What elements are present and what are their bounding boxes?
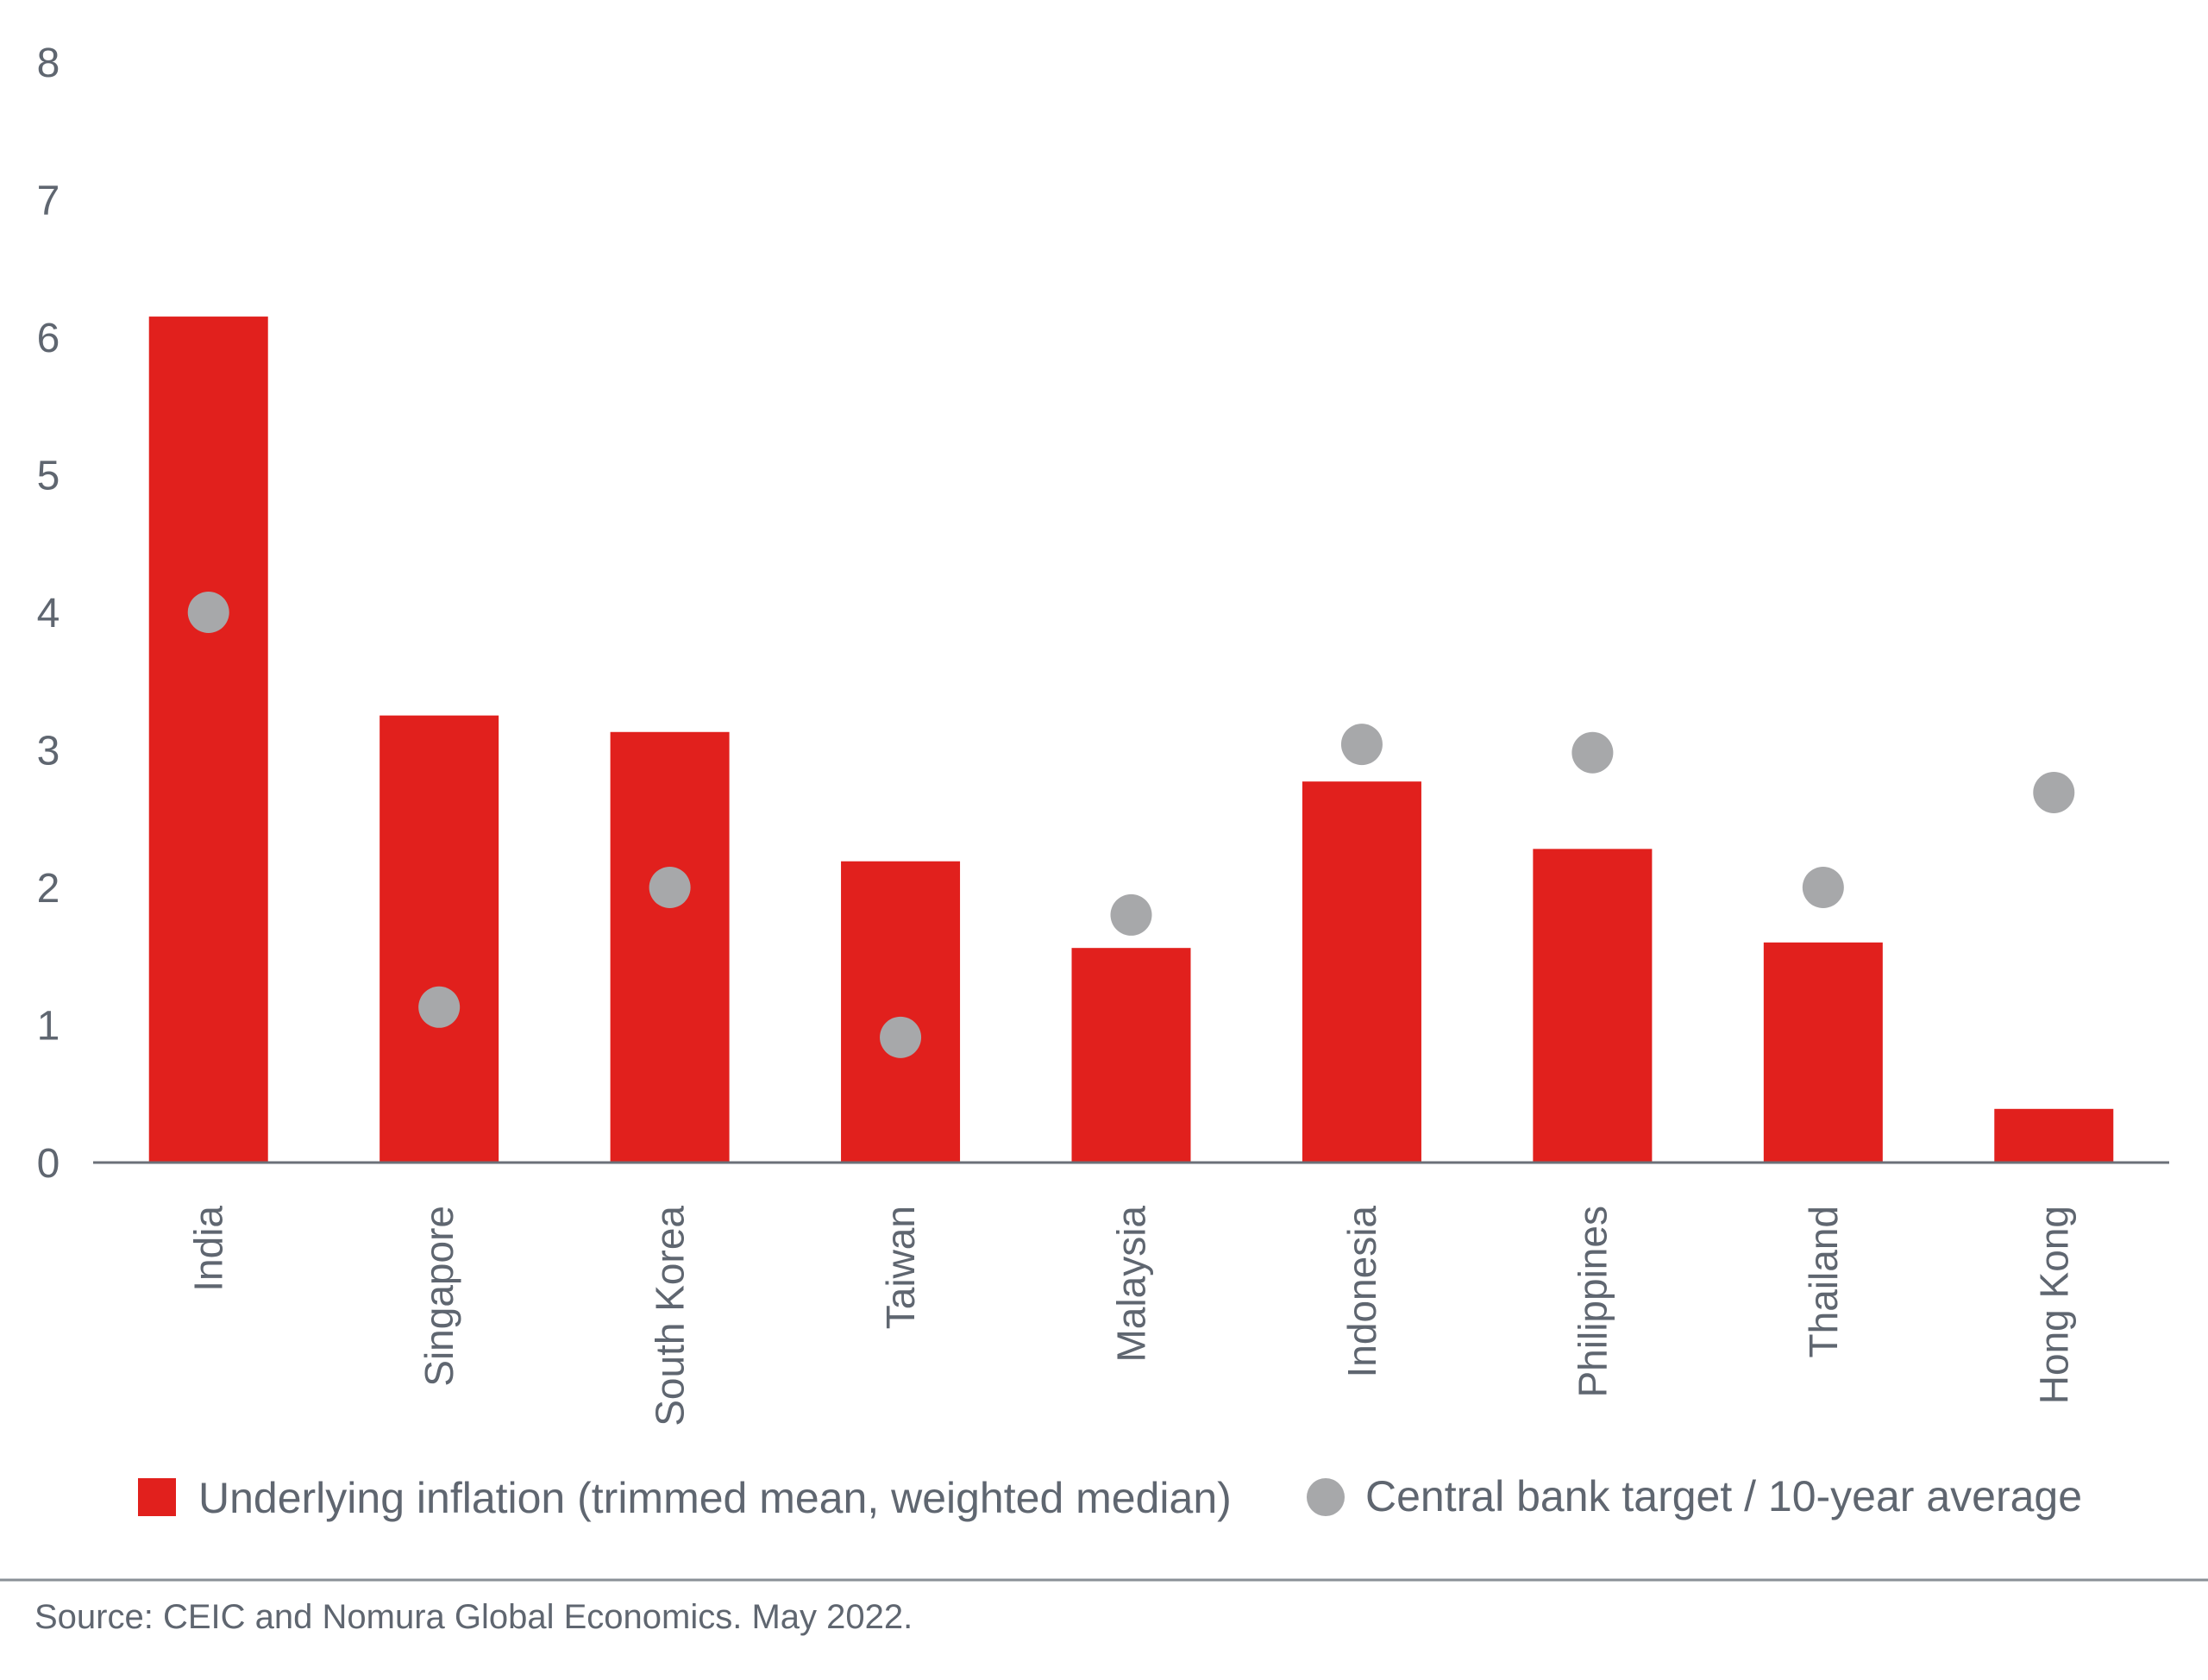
bar xyxy=(148,317,268,1163)
bar xyxy=(380,715,499,1163)
y-tick-label: 1 xyxy=(37,1004,60,1050)
bar xyxy=(1763,942,1883,1163)
dot-series xyxy=(187,592,2075,1058)
legend-bar-swatch xyxy=(138,1478,176,1516)
bar xyxy=(1071,948,1191,1163)
y-tick-label: 6 xyxy=(37,316,60,361)
y-axis-ticks: 0 1 2 3 4 5 6 7 8 xyxy=(37,41,60,1187)
bar xyxy=(1533,849,1653,1163)
dot xyxy=(1802,867,1844,908)
x-category-label: South Korea xyxy=(648,1206,693,1426)
x-category-label: Hong Kong xyxy=(2031,1206,2076,1404)
legend-dot-swatch xyxy=(1307,1478,1345,1516)
y-tick-label: 3 xyxy=(37,729,60,774)
dot xyxy=(187,592,229,633)
bar-series xyxy=(148,317,2114,1163)
dot xyxy=(1340,724,1383,766)
dot xyxy=(649,867,691,908)
y-tick-label: 4 xyxy=(37,591,60,636)
legend-bar-label: Underlying inflation (trimmed mean, weig… xyxy=(198,1474,1232,1522)
legend-dot-label: Central bank target / 10-year average xyxy=(1365,1472,2082,1520)
x-axis-labels: India Singapore South Korea Taiwan Malaysia I… xyxy=(186,1206,2077,1426)
y-tick-label: 8 xyxy=(37,41,60,86)
legend: Underlying inflation (trimmed mean, weig… xyxy=(138,1472,2082,1522)
y-tick-label: 7 xyxy=(37,179,60,224)
x-category-label: Philippines xyxy=(1570,1206,1615,1397)
x-category-label: Malaysia xyxy=(1109,1206,1154,1363)
dot xyxy=(418,986,461,1028)
bar xyxy=(610,731,730,1163)
y-tick-label: 2 xyxy=(37,866,60,912)
x-category-label: Indonesia xyxy=(1339,1206,1384,1378)
dot xyxy=(2033,771,2075,813)
x-category-label: Taiwan xyxy=(878,1206,923,1329)
x-category-label: Singapore xyxy=(417,1206,461,1387)
bar xyxy=(1302,781,1421,1163)
dot xyxy=(1571,731,1614,774)
x-category-label: India xyxy=(186,1206,231,1292)
y-tick-label: 5 xyxy=(37,454,60,499)
bar xyxy=(841,861,961,1163)
dot xyxy=(1110,893,1152,936)
y-tick-label: 0 xyxy=(37,1141,60,1187)
x-category-label: Thailand xyxy=(1801,1206,1846,1357)
bar xyxy=(1994,1108,2114,1163)
source-note: Source: CEIC and Nomura Global Economics… xyxy=(34,1598,913,1636)
dot xyxy=(880,1016,922,1058)
